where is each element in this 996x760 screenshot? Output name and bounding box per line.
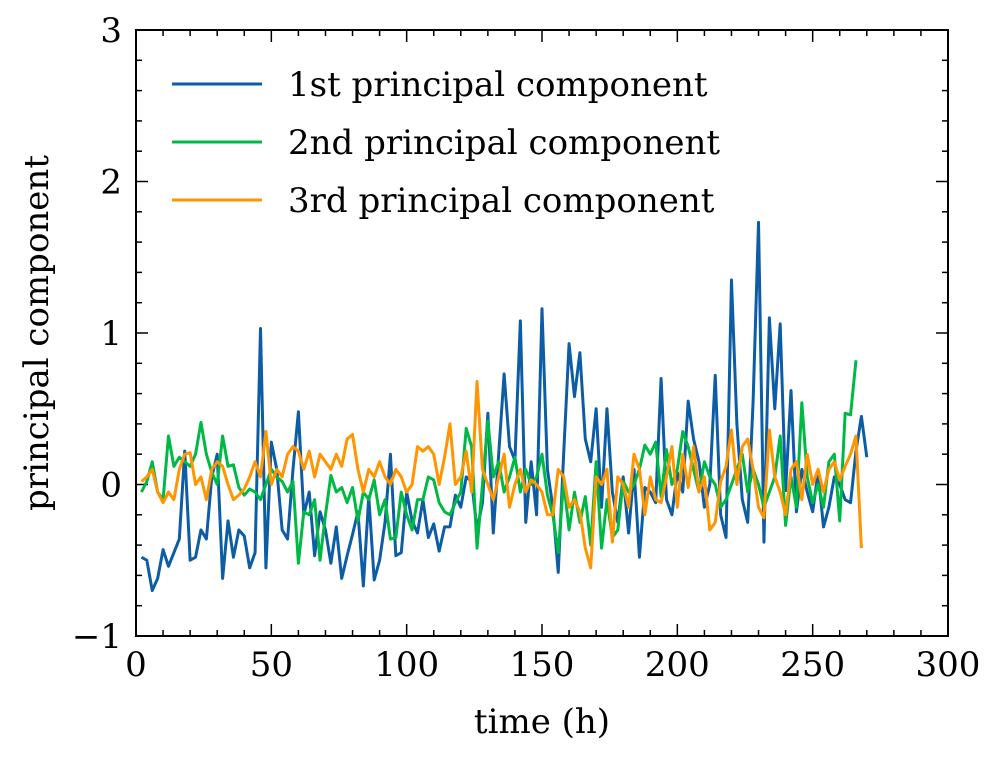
y-axis-label: principal component	[17, 155, 57, 511]
x-axis-label: time (h)	[474, 702, 610, 742]
x-tick-label: 150	[510, 645, 575, 685]
x-tick-label: 300	[916, 645, 981, 685]
y-tick-label: 2	[100, 163, 122, 203]
y-tick-label: −1	[72, 617, 122, 657]
x-tick-label: 200	[645, 645, 710, 685]
legend-label-3: 3rd principal component	[288, 181, 715, 221]
legend-label-1: 1st principal component	[288, 65, 708, 105]
y-tick-label: 3	[100, 11, 122, 51]
x-tick-label: 100	[374, 645, 439, 685]
series-layer	[140, 220, 869, 593]
plot-frame	[135, 29, 949, 637]
legend-label-2: 2nd principal component	[288, 123, 720, 163]
x-tick-label: 50	[250, 645, 293, 685]
y-tick-label: 0	[100, 466, 122, 506]
series-line-3	[140, 379, 863, 570]
legend: 1st principal component 2nd principal com…	[172, 65, 720, 221]
y-tick-label: 1	[100, 314, 122, 354]
series-line-1	[140, 220, 869, 593]
x-tick-label: 250	[780, 645, 845, 685]
x-tick-label: 0	[125, 645, 147, 685]
